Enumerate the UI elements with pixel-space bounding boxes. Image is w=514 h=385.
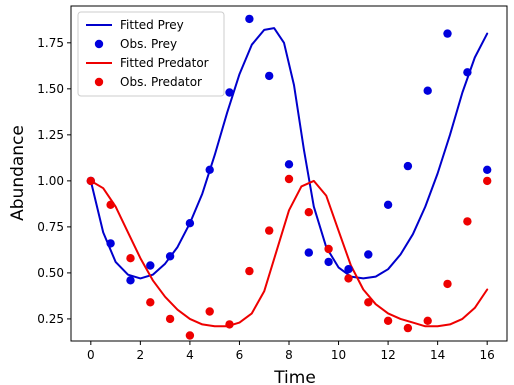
x-tick-label: 8: [285, 348, 293, 362]
obs-predator-point: [483, 176, 492, 186]
obs-prey-point: [344, 265, 353, 274]
obs-predator-point: [383, 316, 393, 325]
obs-prey-point: [304, 248, 313, 257]
legend-box: [77, 11, 225, 97]
obs-prey-point: [463, 68, 472, 77]
legend-label-obs-predator: Obs. Predator: [120, 75, 202, 89]
obs-predator-point: [126, 254, 135, 263]
obs-predator-point: [265, 226, 274, 235]
obs-predator-point: [423, 316, 432, 325]
x-axis-title: Time: [273, 368, 316, 385]
obs-predator-point: [205, 307, 214, 316]
x-tick-label: 12: [380, 348, 395, 362]
y-tick-label: 1.00: [37, 174, 64, 188]
x-tick-label: 10: [331, 348, 346, 362]
x-tick-label: 0: [87, 348, 95, 362]
y-tick-label: 1.75: [37, 36, 64, 50]
obs-prey-point: [364, 250, 373, 259]
obs-prey-point: [146, 261, 155, 270]
x-tick-label: 16: [480, 348, 495, 362]
obs-prey-point: [383, 200, 393, 209]
obs-prey-point: [225, 88, 234, 97]
obs-predator-point: [284, 174, 294, 184]
y-tick-label: 0.75: [37, 220, 64, 234]
obs-prey-point: [205, 165, 214, 174]
obs-prey-point: [165, 252, 175, 261]
obs-prey-point: [483, 165, 492, 174]
obs-predator-point: [146, 298, 155, 307]
obs-prey-point: [126, 276, 135, 285]
x-tick-label: 14: [430, 348, 445, 362]
obs-predator-point: [245, 266, 254, 276]
x-tick-label: 2: [137, 348, 145, 362]
obs-prey-point: [265, 71, 274, 81]
legend-label-fitted-prey: Fitted Prey: [120, 18, 184, 32]
legend-swatch-obs-predator: [94, 77, 104, 87]
obs-predator-point: [165, 314, 175, 324]
obs-predator-point: [344, 274, 353, 283]
obs-prey-point: [185, 219, 195, 228]
obs-prey-point: [443, 29, 452, 38]
obs-prey-point: [106, 239, 115, 248]
legend-label-fitted-predator: Fitted Predator: [120, 56, 209, 70]
y-tick-label: 1.50: [37, 82, 64, 96]
legend-swatch-obs-prey: [94, 39, 104, 49]
obs-predator-point: [185, 331, 195, 340]
obs-predator-point: [443, 279, 452, 289]
obs-predator-point: [304, 208, 313, 217]
series-layer: [86, 14, 492, 340]
obs-predator-point: [106, 200, 115, 209]
obs-prey-point: [245, 14, 254, 24]
fitted-prey-line: [89, 27, 489, 280]
obs-predator-point: [86, 176, 96, 186]
ticks-layer: 0 2 4 6 8 10 12 14 16 0.25 0.50 0.75 1.00 1.25 1.50 1.7…: [37, 36, 495, 362]
obs-predator-point: [225, 320, 234, 329]
x-tick-label: 6: [236, 348, 244, 362]
obs-prey-point: [324, 257, 333, 267]
legend-label-obs-prey: Obs. Prey: [120, 37, 177, 51]
obs-predator-point: [324, 244, 333, 254]
obs-prey-point: [403, 161, 413, 171]
legend: Fitted Prey Obs. Prey Fitted Predator Obs. …: [77, 11, 225, 97]
x-tick-label: 4: [186, 348, 194, 362]
y-tick-label: 0.50: [37, 266, 64, 280]
obs-predator-point: [463, 217, 472, 226]
obs-prey-point: [423, 86, 432, 95]
obs-predator-point: [364, 298, 373, 307]
y-axis-title: Abundance: [8, 125, 28, 221]
y-tick-label: 1.25: [37, 128, 64, 142]
fitted-predator-line: [89, 179, 489, 328]
y-tick-label: 0.25: [37, 312, 64, 326]
obs-prey-point: [284, 160, 294, 169]
obs-predator-point: [403, 323, 413, 333]
